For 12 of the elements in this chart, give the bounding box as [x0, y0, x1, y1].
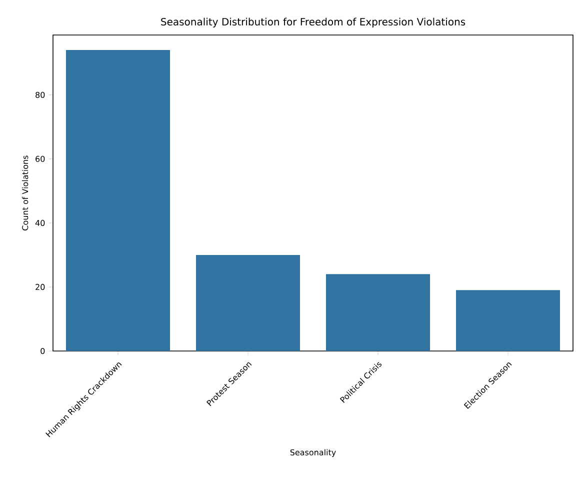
bar: [456, 290, 560, 351]
y-tick-label: 80: [36, 92, 45, 98]
y-tick-label: 40: [35, 220, 45, 226]
y-axis-title: Count of Violations: [22, 156, 28, 230]
y-tick-label: 20: [36, 284, 45, 290]
x-axis-title: Seasonality: [290, 449, 336, 457]
y-tick-label: 0: [40, 348, 45, 354]
y-tick-label: 60: [36, 156, 45, 162]
bar: [66, 50, 170, 351]
bar: [196, 254, 300, 351]
chart-title: Seasonality Distribution for Freedom of Expression Violations: [161, 18, 466, 28]
bar: [326, 274, 430, 351]
